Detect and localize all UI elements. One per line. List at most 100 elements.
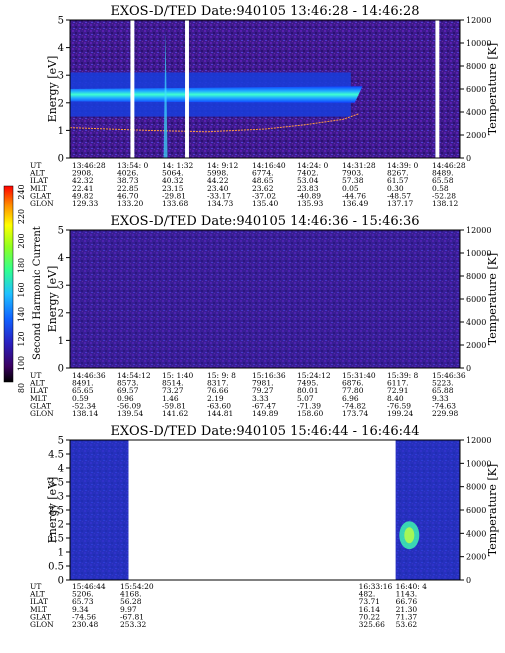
y-tick-label: 3: [58, 281, 64, 292]
ephemeris-value: 8267.: [387, 169, 408, 178]
ephemeris-value: 23.40: [207, 184, 229, 193]
ephemeris-value: 6117.: [387, 379, 408, 388]
y2-tick-label: 4000: [466, 318, 486, 327]
y2-axis-label: Temperature [K]: [486, 253, 499, 345]
ephemeris-value: 44.22: [207, 176, 229, 185]
panel-title: EXOS-D/TED Date:940105 14:46:36 - 15:46:…: [110, 214, 419, 229]
y2-tick-label: 2000: [466, 341, 486, 350]
ephemeris-value: 0.30: [387, 184, 404, 193]
y-tick-label: 3: [58, 71, 64, 82]
y-tick-label: 5: [58, 226, 64, 237]
ephemeris-value: 4026.: [117, 169, 138, 178]
ephemeris-value: -56.09: [117, 401, 141, 410]
panel-title: EXOS-D/TED Date:940105 13:46:28 - 14:46:…: [110, 4, 419, 19]
y2-tick-label: 10000: [466, 39, 491, 48]
y2-axis-label: Temperature [K]: [486, 464, 499, 556]
y-tick-label: 2: [58, 520, 64, 531]
ephemeris-value: 70.22: [359, 612, 381, 621]
ephemeris-value: 8573.: [117, 379, 138, 388]
ephemeris-value: 138.12: [432, 199, 458, 208]
ephemeris-value: 5223.: [432, 379, 453, 388]
ephemeris-value: 199.24: [387, 409, 413, 418]
colorbar-tick-label: 240: [17, 184, 26, 199]
y2-tick-label: 4000: [466, 529, 486, 538]
ephemeris-value: 49.82: [72, 191, 94, 200]
ephemeris-value: 8514.: [162, 379, 183, 388]
ephemeris-row-label: GLON: [30, 199, 54, 208]
y-tick-label: 0: [58, 364, 64, 375]
ephemeris-value: 57.38: [342, 176, 364, 185]
panel-1: EXOS-D/TED Date:940105 13:46:28 - 14:46:…: [29, 4, 499, 208]
ephemeris-value: 16.14: [359, 605, 381, 614]
y-tick-label: 5: [58, 436, 64, 447]
ephemeris-value: -67.47: [252, 401, 276, 410]
ephemeris-row-label: GLON: [30, 409, 54, 418]
ephemeris-value: 139.54: [117, 409, 143, 418]
ephemeris-value: -33.17: [207, 191, 231, 200]
ephemeris-value: -37.02: [252, 191, 276, 200]
ephemeris-value: 133.68: [162, 199, 188, 208]
data-gap: [130, 20, 135, 158]
ephemeris-value: -71.39: [297, 401, 321, 410]
ephemeris-value: 23.62: [252, 184, 274, 193]
y2-axis-label: Temperature [K]: [486, 43, 499, 135]
ephemeris-value: 8491.: [72, 379, 93, 388]
colorbar-tick-label: 140: [17, 307, 26, 322]
ephemeris-row-label: UT: [30, 161, 41, 170]
ephemeris-value: 7495.: [297, 379, 318, 388]
y2-tick-label: 12000: [466, 436, 491, 445]
ephemeris-value: 8489.: [432, 169, 453, 178]
data-coverage-texture: [70, 440, 129, 580]
y-tick-label: 4: [58, 464, 64, 475]
y2-tick-label: 6000: [466, 295, 486, 304]
ephemeris-value: 0.59: [72, 394, 89, 403]
ephemeris-value: 13:46:28: [72, 161, 106, 170]
ephemeris-value: 6774.: [252, 169, 273, 178]
ephemeris-row-label: MLT: [30, 605, 47, 614]
y-tick-label: 2.5: [48, 506, 64, 517]
ephemeris-value: 14:39: 0: [387, 161, 419, 170]
y-tick-label: 5: [58, 16, 64, 27]
y2-tick-label: 4000: [466, 108, 486, 117]
y2-tick-label: 10000: [466, 459, 491, 468]
ephemeris-value: 8317.: [207, 379, 228, 388]
ephemeris-value: 14:31:28: [342, 161, 376, 170]
ephemeris-value: -52.28: [432, 191, 456, 200]
ephemeris-value: 15:46:44: [72, 582, 106, 591]
ephemeris-value: 14:54:12: [117, 371, 151, 380]
ephemeris-value: 23.15: [162, 184, 184, 193]
colorbar: Second Harmonic Current 80 100 120 140 160 18…: [3, 184, 43, 393]
ephemeris-value: 8.40: [387, 394, 404, 403]
ephemeris-value: 72.91: [387, 386, 408, 395]
ephemeris-value: 9.33: [432, 394, 449, 403]
ephemeris-value: 482.: [359, 590, 376, 599]
ephemeris-value: 253.32: [120, 620, 146, 629]
y-tick-label: 1.5: [48, 534, 64, 545]
ephemeris-value: 144.81: [207, 409, 233, 418]
y-tick-label: 4: [58, 43, 64, 54]
ephemeris-value: 5998.: [207, 169, 228, 178]
colorbar-scale: [3, 185, 14, 383]
ephemeris-value: 2908.: [72, 169, 93, 178]
ephemeris-row-label: GLAT: [30, 401, 51, 410]
ephemeris-value: -40.89: [297, 191, 321, 200]
ephemeris-value: 15:46:36: [432, 371, 466, 380]
colorbar-tick-label: 100: [17, 356, 26, 371]
spectrogram-tint: [70, 230, 460, 368]
y-axis-label: Energy [eV]: [46, 266, 59, 333]
ephemeris-value: 23.83: [297, 184, 319, 193]
ephemeris-value: 38.73: [117, 176, 139, 185]
y-tick-label: 1: [58, 126, 64, 137]
ephemeris-value: 80.01: [297, 386, 318, 395]
ephemeris-value: 325.66: [359, 620, 385, 629]
panel-2: EXOS-D/TED Date:940105 14:46:36 - 15:46:…: [29, 214, 499, 418]
ephemeris-value: 3.33: [252, 394, 269, 403]
ephemeris-value: 9.97: [120, 605, 137, 614]
colorbar-tick-label: 200: [17, 233, 26, 248]
ephemeris-value: 137.17: [387, 199, 413, 208]
ephemeris-value: 14:24: 0: [297, 161, 329, 170]
ephemeris-value: 15: 9: 8: [207, 371, 236, 380]
y2-tick-label: 2000: [466, 553, 486, 562]
y2-tick-label: 0: [466, 576, 471, 585]
ephemeris-row-label: ALT: [29, 379, 45, 388]
